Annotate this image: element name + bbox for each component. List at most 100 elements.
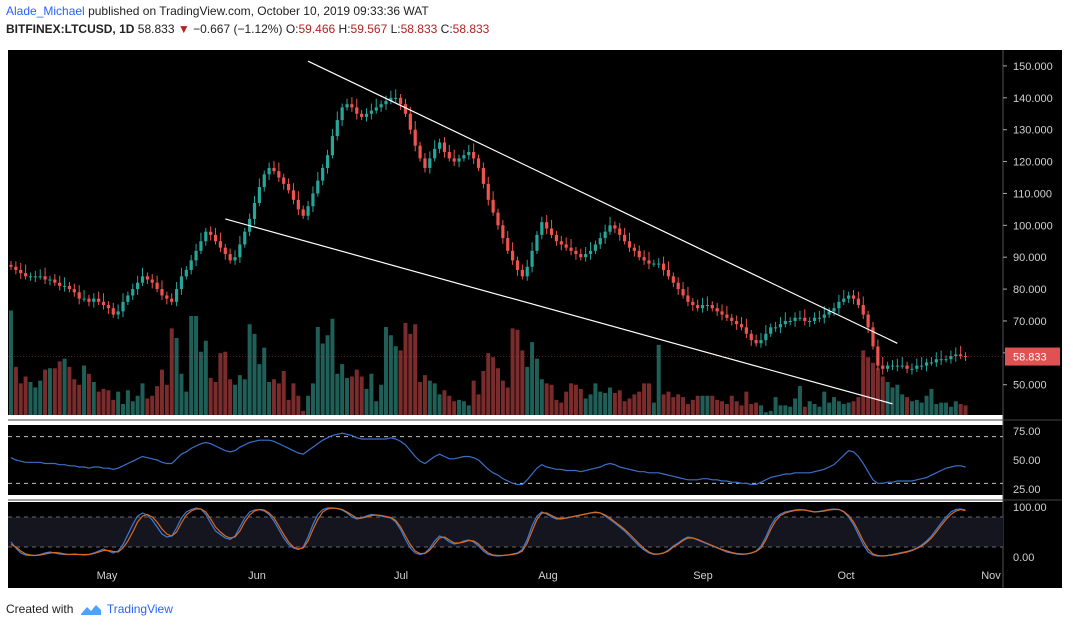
candle-body	[38, 276, 42, 278]
volume-bar	[447, 395, 452, 415]
volume-bar	[457, 399, 462, 415]
candle-body	[812, 317, 817, 321]
volume-bar	[817, 406, 822, 415]
volume-bar	[656, 344, 661, 415]
candle-body	[905, 365, 909, 369]
symbol-name: BITFINEX:LTCUSD, 1D	[6, 22, 135, 36]
candle-body	[106, 305, 110, 309]
volume-bar	[18, 383, 23, 415]
volume-bar	[919, 402, 924, 415]
volume-bar	[939, 402, 944, 415]
author-link[interactable]: Alade_Michael	[6, 4, 85, 18]
volume-bar	[198, 351, 203, 415]
candle-body	[569, 247, 573, 251]
volume-bar	[237, 375, 242, 415]
candle-body	[501, 225, 505, 239]
candle-body	[296, 199, 300, 210]
volume-bar	[427, 380, 432, 415]
candle-body	[681, 289, 685, 296]
candle-body	[496, 212, 500, 226]
candle-body	[661, 263, 666, 270]
volume-bar	[67, 366, 72, 415]
volume-bar	[159, 369, 164, 415]
candle-body	[243, 231, 247, 245]
candle-body	[189, 260, 193, 270]
candle-body	[87, 298, 91, 302]
volume-bar	[880, 376, 885, 415]
rsi-tick-label: 75.00	[1013, 426, 1041, 438]
volume-bar	[442, 390, 447, 415]
volume-bar	[340, 364, 345, 415]
time-tick-label: Aug	[538, 570, 558, 582]
candle-body	[837, 301, 841, 309]
volume-bar	[403, 322, 408, 415]
volume-bar	[276, 383, 281, 415]
candle-body	[764, 333, 768, 341]
volume-bar	[466, 405, 471, 415]
candle-body	[72, 289, 76, 293]
volume-bar	[617, 390, 622, 415]
volume-bar	[13, 366, 18, 415]
close-label: C:	[440, 22, 453, 36]
volume-bar	[140, 383, 145, 415]
price-tick-label: 120.000	[1013, 157, 1053, 169]
candle-body	[720, 311, 724, 315]
candle-body	[520, 269, 524, 277]
candle-body	[788, 320, 792, 322]
volume-bar	[116, 391, 121, 415]
candle-body	[209, 231, 213, 235]
close-value: 58.833	[452, 22, 490, 36]
volume-bar	[963, 405, 968, 415]
volume-bar	[111, 399, 116, 415]
chart-canvas[interactable]: 50.00060.00070.00080.00090.000100.000110…	[0, 40, 1073, 596]
time-tick-label: Nov	[981, 570, 1001, 582]
footer: Created with TradingView	[6, 602, 173, 616]
volume-bar	[924, 395, 929, 415]
candle-body	[715, 308, 719, 312]
candle-body	[778, 324, 783, 328]
volume-bar	[364, 388, 369, 415]
candle-body	[97, 298, 101, 302]
volume-bar	[802, 406, 807, 415]
candle-body	[598, 238, 602, 245]
volume-bar	[758, 405, 763, 415]
candle-body	[77, 292, 81, 299]
candle-body	[277, 171, 281, 178]
candle-body	[545, 222, 549, 229]
publish-info: Alade_Michael published on TradingView.c…	[6, 4, 429, 18]
volume-bar	[57, 361, 62, 415]
volume-bar	[476, 394, 481, 415]
candle-body	[238, 244, 242, 258]
candle-body	[457, 158, 461, 162]
candle-body	[218, 241, 223, 248]
candle-body	[184, 269, 188, 277]
symbol-legend: BITFINEX:LTCUSD, 1D 58.833 ▼ −0.667 (−1.…	[6, 22, 489, 36]
candle-body	[155, 282, 159, 290]
candle-body	[803, 317, 807, 321]
tradingview-link[interactable]: TradingView	[106, 602, 173, 616]
candle-body	[486, 183, 490, 200]
volume-bar	[905, 397, 910, 415]
volume-bar	[9, 310, 13, 415]
volume-bar	[559, 402, 564, 415]
volume-bar	[958, 404, 963, 415]
volume-bar	[281, 371, 286, 415]
volume-bar	[807, 401, 812, 415]
volume-bar	[233, 384, 238, 415]
volume-bar	[588, 394, 593, 415]
candle-body	[783, 320, 787, 325]
candle-body	[58, 282, 62, 286]
volume-bar	[82, 365, 87, 415]
candle-body	[890, 365, 895, 367]
volume-bar	[627, 398, 632, 415]
lower-trendline	[225, 218, 893, 405]
candle-body	[515, 260, 520, 270]
candle-body	[564, 244, 568, 248]
candle-body	[330, 136, 335, 156]
volume-bar	[724, 404, 729, 415]
volume-bar	[569, 383, 574, 415]
volume-bar	[315, 327, 320, 415]
volume-bar	[895, 384, 900, 415]
price-tick-label: 70.000	[1013, 316, 1047, 328]
volume-bar	[47, 368, 52, 415]
